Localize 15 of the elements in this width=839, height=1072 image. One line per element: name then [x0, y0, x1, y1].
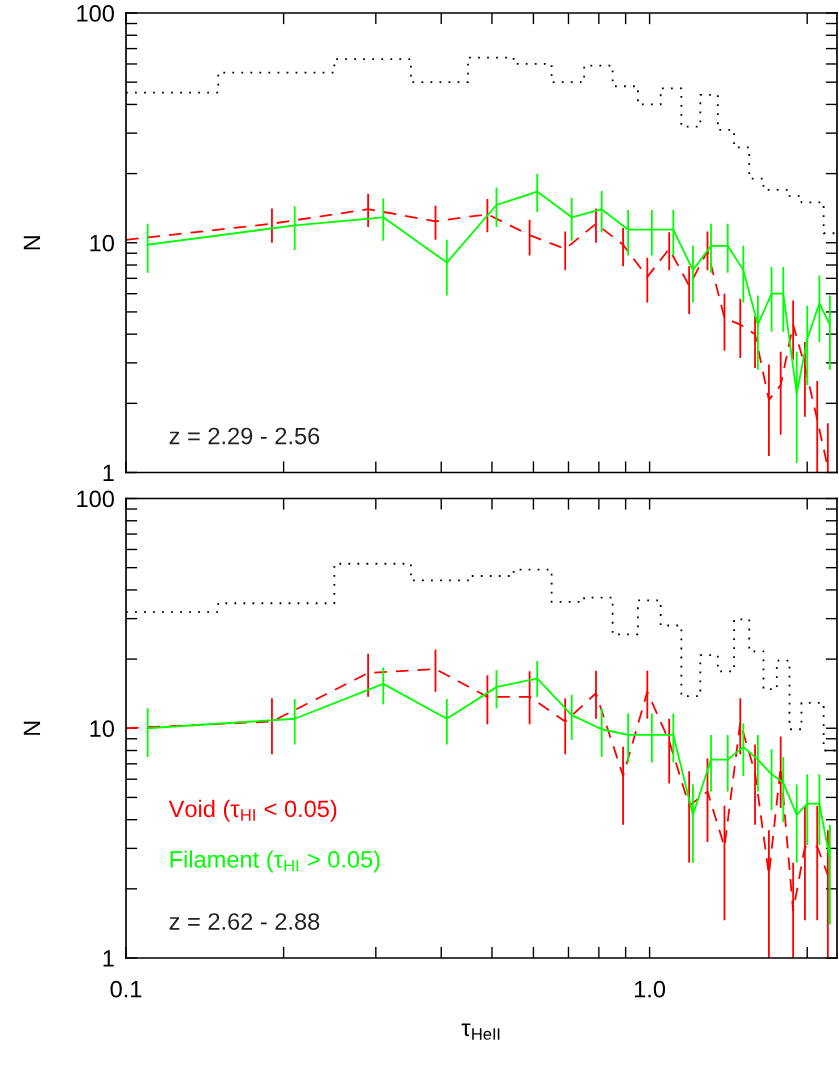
y-tick-label: 1 — [103, 464, 114, 482]
y-tick-label: 10 — [90, 234, 114, 252]
y-tick-label: 10 — [90, 720, 114, 738]
y-axis-title: N — [23, 236, 41, 250]
annotation: z = 2.29 - 2.56 — [169, 427, 320, 445]
y-axis-title: N — [23, 721, 41, 735]
text: Void (τ$_{HI}$ < 0.05) — [168, 799, 337, 822]
y-tick-label: 1 — [103, 950, 114, 967]
x-axis-title: τ$_{HeII}$ — [461, 1023, 500, 1040]
text: Filament (τ$_{HI}$ > 0.05) — [170, 850, 380, 873]
y-tick-label: 100 — [77, 490, 114, 508]
x-tick-label: 0.1 — [110, 980, 142, 998]
annotation: z = 2.62 - 2.88 — [169, 913, 320, 930]
y-tick-label: 100 — [77, 5, 114, 22]
x-tick-label: 1.0 — [634, 980, 666, 998]
